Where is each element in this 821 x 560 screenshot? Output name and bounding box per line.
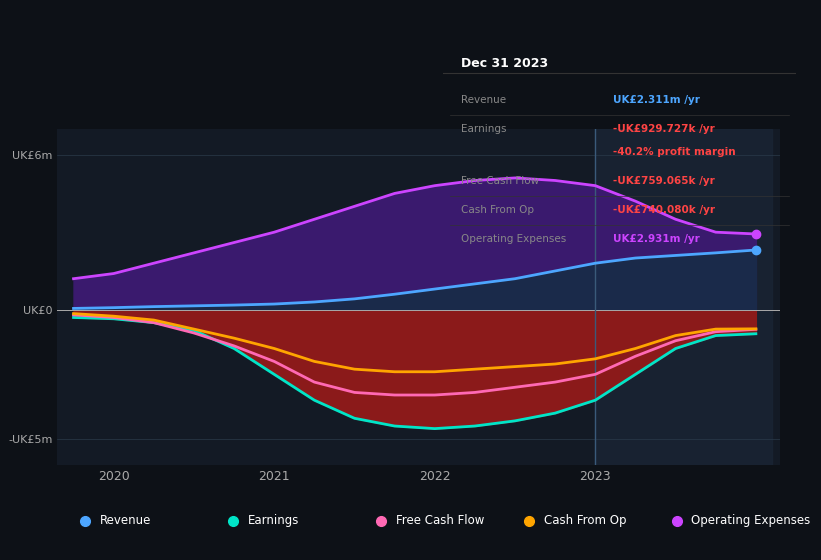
Text: Revenue: Revenue [100,514,152,528]
Text: UK£2.931m /yr: UK£2.931m /yr [612,234,699,244]
Text: Cash From Op: Cash From Op [461,205,534,215]
Text: Free Cash Flow: Free Cash Flow [461,176,539,186]
Text: -UK£929.727k /yr: -UK£929.727k /yr [612,124,714,134]
Text: -UK£740.080k /yr: -UK£740.080k /yr [612,205,715,215]
Text: Free Cash Flow: Free Cash Flow [396,514,484,528]
Text: Revenue: Revenue [461,95,506,105]
Text: UK£2.311m /yr: UK£2.311m /yr [612,95,699,105]
Text: Operating Expenses: Operating Expenses [461,234,566,244]
Bar [595,129,772,465]
Text: -UK£759.065k /yr: -UK£759.065k /yr [612,176,714,186]
Text: Earnings: Earnings [461,124,507,134]
Text: Dec 31 2023: Dec 31 2023 [461,57,548,70]
Text: -40.2% profit margin: -40.2% profit margin [612,147,736,157]
Text: Operating Expenses: Operating Expenses [691,514,810,528]
Text: Earnings: Earnings [248,514,300,528]
Text: Cash From Op: Cash From Op [544,514,626,528]
